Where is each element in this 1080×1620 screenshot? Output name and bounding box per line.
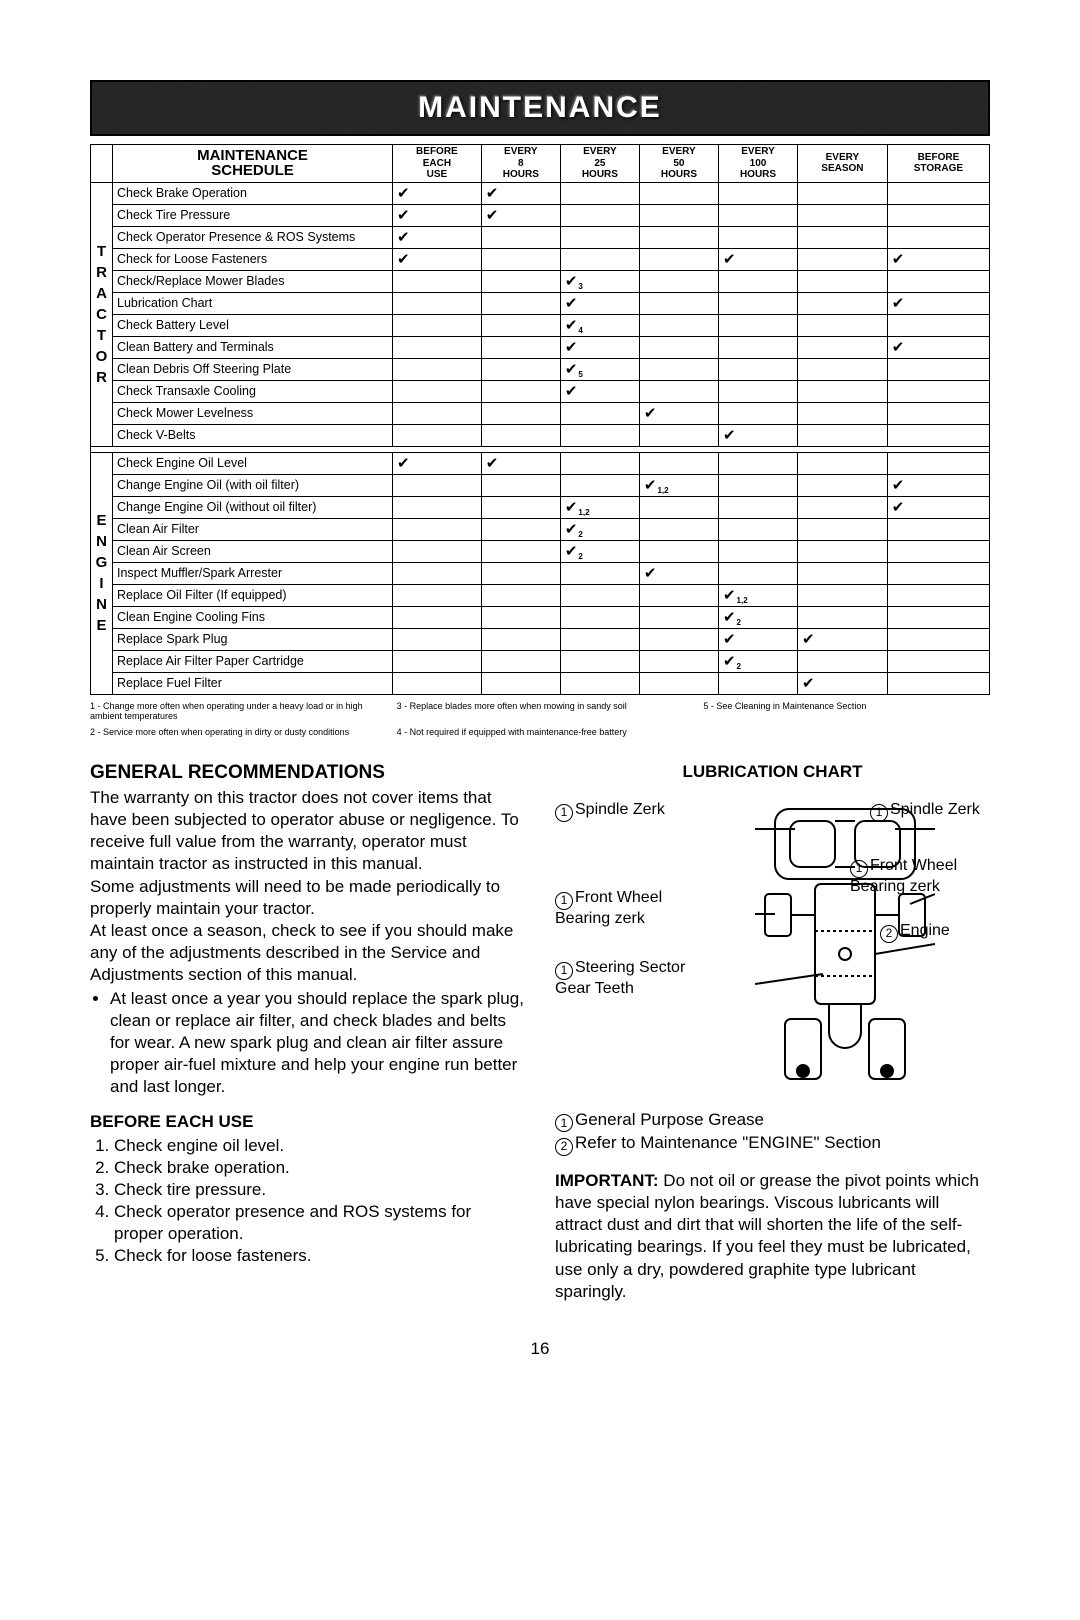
legend-2: 2Refer to Maintenance "ENGINE" Section: [555, 1132, 990, 1156]
table-row: Check Operator Presence & ROS Systems✔: [91, 226, 990, 248]
table-row: Clean Battery and Terminals✔✔: [91, 336, 990, 358]
tractor-outline-icon: [755, 799, 935, 1089]
general-heading: GENERAL RECOMMENDATIONS: [90, 761, 525, 786]
right-column: LUBRICATION CHART 1Spindle Zerk 1Spindle…: [555, 761, 990, 1303]
table-row: Replace Fuel Filter✔: [91, 672, 990, 694]
table-row: Clean Debris Off Steering Plate✔5: [91, 358, 990, 380]
table-row: Change Engine Oil (with oil filter)✔1,2✔: [91, 474, 990, 496]
table-row: Check V-Belts✔: [91, 424, 990, 446]
before-use-list: Check engine oil level. Check brake oper…: [90, 1135, 525, 1268]
table-row: Check for Loose Fasteners✔✔✔: [91, 248, 990, 270]
table-row: Replace Air Filter Paper Cartridge✔2: [91, 650, 990, 672]
legend-1: 1General Purpose Grease: [555, 1109, 990, 1133]
lubrication-title: LUBRICATION CHART: [555, 761, 990, 783]
section-banner: MAINTENANCE: [90, 80, 990, 136]
table-row: Clean Air Filter✔2: [91, 518, 990, 540]
important-note: IMPORTANT: Do not oil or grease the pivo…: [555, 1170, 990, 1303]
table-row: Check Tire Pressure✔✔: [91, 204, 990, 226]
table-row: Check Battery Level✔4: [91, 314, 990, 336]
table-row: Lubrication Chart✔✔: [91, 292, 990, 314]
table-row: Clean Air Screen✔2: [91, 540, 990, 562]
table-row: TRACTORCheck Brake Operation✔✔: [91, 182, 990, 204]
schedule-title: MAINTENANCE SCHEDULE: [113, 145, 393, 183]
table-row: ENGINECheck Engine Oil Level✔✔: [91, 452, 990, 474]
table-row: Check/Replace Mower Blades✔3: [91, 270, 990, 292]
page-number: 16: [90, 1339, 990, 1359]
left-column: GENERAL RECOMMENDATIONS The warranty on …: [90, 761, 525, 1303]
lubrication-diagram: 1Spindle Zerk 1Spindle Zerk 1Front Wheel…: [555, 789, 990, 1109]
table-row: Replace Spark Plug✔✔: [91, 628, 990, 650]
banner-title: MAINTENANCE: [418, 91, 662, 125]
table-row: Check Transaxle Cooling✔: [91, 380, 990, 402]
table-row: Check Mower Levelness✔: [91, 402, 990, 424]
maintenance-schedule-table: MAINTENANCE SCHEDULE BEFOREEACHUSE EVERY…: [90, 144, 990, 695]
table-row: Inspect Muffler/Spark Arrester✔: [91, 562, 990, 584]
table-row: Replace Oil Filter (If equipped)✔1,2: [91, 584, 990, 606]
before-use-heading: BEFORE EACH USE: [90, 1111, 525, 1133]
table-row: Clean Engine Cooling Fins✔2: [91, 606, 990, 628]
table-row: Change Engine Oil (without oil filter)✔1…: [91, 496, 990, 518]
footnotes: 1 - Change more often when operating und…: [90, 701, 990, 737]
